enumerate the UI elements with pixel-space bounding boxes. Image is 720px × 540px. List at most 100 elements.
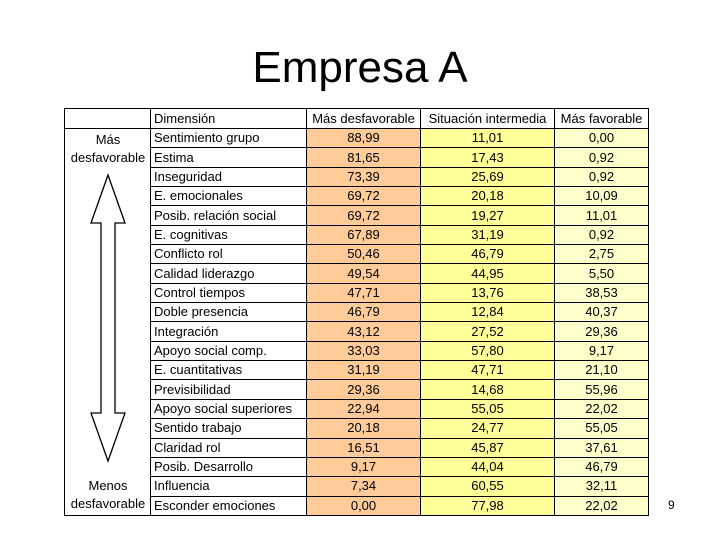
table-row: Control tiempos 47,71 13,76 38,53 [65, 282, 649, 304]
dimension-cell: E. cuantitativas [150, 360, 307, 381]
dimension-cell: Doble presencia [150, 302, 307, 323]
dimension-cell: Estima [150, 147, 307, 168]
side-bottom-line-1: Menos [88, 477, 128, 493]
mas-desfavorable-cell: 9,17 [306, 456, 421, 478]
situacion-intermedia-cell: 55,05 [420, 398, 555, 420]
mas-favorable-cell: 0,92 [554, 147, 649, 168]
risk-table: Dimensión Más desfavorable Situación int… [64, 108, 649, 516]
mas-desfavorable-cell: 22,94 [306, 398, 421, 420]
dimension-cell: Sentimiento grupo [150, 127, 307, 149]
header-mas-favorable: Más favorable [554, 108, 649, 129]
mas-favorable-cell: 21,10 [554, 360, 649, 381]
mas-desfavorable-cell: 49,54 [306, 263, 421, 284]
side-top-line-2: desfavorable [70, 150, 146, 165]
table-row: Apoyo social comp. 33,03 57,80 9,17 [65, 340, 649, 362]
situacion-intermedia-cell: 11,01 [420, 127, 555, 149]
situacion-intermedia-cell: 45,87 [420, 437, 555, 458]
situacion-intermedia-cell: 20,18 [420, 186, 555, 207]
double-arrow-icon [90, 173, 126, 463]
mas-desfavorable-cell: 33,03 [306, 340, 421, 362]
dimension-cell: Posib. Desarrollo [150, 456, 307, 478]
mas-favorable-cell: 37,61 [554, 437, 649, 458]
mas-desfavorable-cell: 43,12 [306, 321, 421, 342]
mas-desfavorable-cell: 50,46 [306, 244, 421, 265]
situacion-intermedia-cell: 19,27 [420, 205, 555, 226]
mas-favorable-cell: 9,17 [554, 340, 649, 362]
table-row: E. cognitivas 67,89 31,19 0,92 [65, 224, 649, 246]
dimension-cell: E. emocionales [150, 186, 307, 207]
mas-desfavorable-cell: 0,00 [306, 495, 421, 516]
table-row: E. emocionales 69,72 20,18 10,09 [65, 186, 649, 207]
situacion-intermedia-cell: 44,95 [420, 263, 555, 284]
dimension-cell: Posib. relación social [150, 205, 307, 226]
table-row: Conflicto rol 50,46 46,79 2,75 [65, 244, 649, 265]
situacion-intermedia-cell: 47,71 [420, 360, 555, 381]
header-situacion-intermedia: Situación intermedia [420, 108, 555, 129]
page-title: Empresa A [252, 43, 468, 92]
side-bottom-line-2: desfavorable [70, 495, 146, 511]
table-row: Apoyo social superiores 22,94 55,05 22,02 [65, 398, 649, 420]
table-row: Doble presencia 46,79 12,84 40,37 [65, 302, 649, 323]
situacion-intermedia-cell: 14,68 [420, 379, 555, 400]
dimension-cell: Inseguridad [150, 166, 307, 188]
page-number: 9 [668, 498, 675, 512]
table-row: Calidad liderazgo 49,54 44,95 5,50 [65, 263, 649, 284]
dimension-cell: Influencia [150, 476, 307, 497]
situacion-intermedia-cell: 24,77 [420, 418, 555, 439]
mas-desfavorable-cell: 20,18 [306, 418, 421, 439]
table-row: Estima 81,65 17,43 0,92 [65, 147, 649, 168]
situacion-intermedia-cell: 27,52 [420, 321, 555, 342]
mas-desfavorable-cell: 7,34 [306, 476, 421, 497]
header-dimension: Dimensión [150, 108, 307, 129]
mas-favorable-cell: 0,00 [554, 127, 649, 149]
side-top-line-1: Más [95, 132, 121, 147]
table-row: Influencia 7,34 60,55 32,11 [65, 476, 649, 497]
mas-favorable-cell: 22,02 [554, 495, 649, 516]
mas-favorable-cell: 32,11 [554, 476, 649, 497]
dimension-cell: Apoyo social superiores [150, 398, 307, 420]
situacion-intermedia-cell: 17,43 [420, 147, 555, 168]
header-mas-desfavorable: Más desfavorable [306, 108, 421, 129]
situacion-intermedia-cell: 13,76 [420, 282, 555, 304]
mas-desfavorable-cell: 69,72 [306, 186, 421, 207]
dimension-cell: Calidad liderazgo [150, 263, 307, 284]
mas-favorable-cell: 0,92 [554, 224, 649, 246]
mas-desfavorable-cell: 31,19 [306, 360, 421, 381]
dimension-cell: Previsibilidad [150, 379, 307, 400]
header-row: Dimensión Más desfavorable Situación int… [64, 108, 649, 129]
mas-desfavorable-cell: 47,71 [306, 282, 421, 304]
mas-desfavorable-cell: 67,89 [306, 224, 421, 246]
table-row: Previsibilidad 29,36 14,68 55,96 [65, 379, 649, 400]
side-label-top: Más desfavorable [66, 131, 150, 167]
dimension-cell: Esconder emociones [150, 495, 307, 516]
situacion-intermedia-cell: 57,80 [420, 340, 555, 362]
dimension-cell: Control tiempos [150, 282, 307, 304]
table-row: Posib. Desarrollo 9,17 44,04 46,79 [65, 456, 649, 478]
table-row: Claridad rol 16,51 45,87 37,61 [65, 437, 649, 458]
mas-favorable-cell: 2,75 [554, 244, 649, 265]
mas-favorable-cell: 10,09 [554, 186, 649, 207]
mas-desfavorable-cell: 73,39 [306, 166, 421, 188]
mas-desfavorable-cell: 46,79 [306, 302, 421, 323]
side-label-bottom: Menos desfavorable [66, 477, 150, 513]
mas-favorable-cell: 11,01 [554, 205, 649, 226]
situacion-intermedia-cell: 60,55 [420, 476, 555, 497]
dimension-cell: Claridad rol [150, 437, 307, 458]
table-row: Inseguridad 73,39 25,69 0,92 [65, 166, 649, 188]
situacion-intermedia-cell: 12,84 [420, 302, 555, 323]
situacion-intermedia-cell: 31,19 [420, 224, 555, 246]
mas-favorable-cell: 29,36 [554, 321, 649, 342]
mas-favorable-cell: 38,53 [554, 282, 649, 304]
dimension-cell: E. cognitivas [150, 224, 307, 246]
mas-favorable-cell: 22,02 [554, 398, 649, 420]
mas-desfavorable-cell: 29,36 [306, 379, 421, 400]
situacion-intermedia-cell: 44,04 [420, 456, 555, 478]
table-row: Sentido trabajo 20,18 24,77 55,05 [65, 418, 649, 439]
table-row: E. cuantitativas 31,19 47,71 21,10 [65, 360, 649, 381]
table-row: Posib. relación social 69,72 19,27 11,01 [65, 205, 649, 226]
dimension-cell: Conflicto rol [150, 244, 307, 265]
situacion-intermedia-cell: 77,98 [420, 495, 555, 516]
mas-desfavorable-cell: 69,72 [306, 205, 421, 226]
dimension-cell: Sentido trabajo [150, 418, 307, 439]
mas-favorable-cell: 46,79 [554, 456, 649, 478]
